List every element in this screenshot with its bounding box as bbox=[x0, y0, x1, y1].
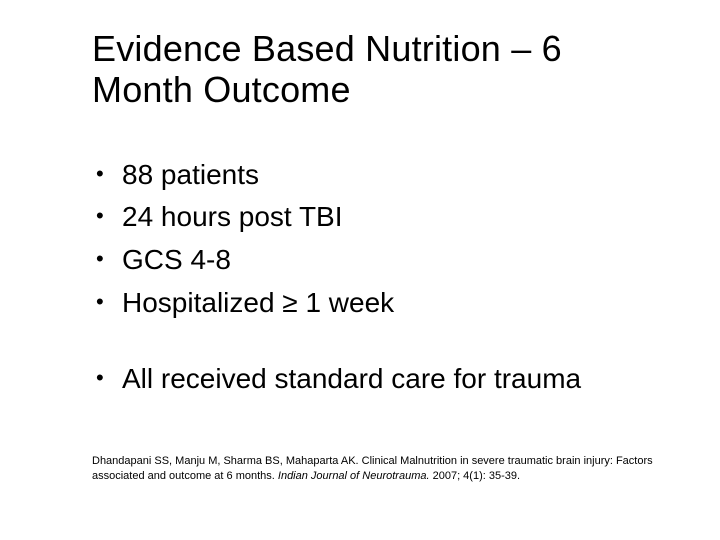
citation-journal: Indian Journal of Neurotrauma. bbox=[278, 470, 430, 482]
bullet-text: Hospitalized ≥ 1 week bbox=[122, 287, 394, 318]
citation-text-after: 2007; 4(1): 35-39. bbox=[430, 470, 521, 482]
spacer bbox=[92, 325, 664, 359]
bullet-text: 88 patients bbox=[122, 159, 259, 190]
bullet-text: All received standard care for trauma bbox=[122, 363, 581, 394]
list-item: GCS 4-8 bbox=[92, 240, 664, 281]
bullet-list-2: All received standard care for trauma bbox=[92, 359, 664, 400]
citation: Dhandapani SS, Manju M, Sharma BS, Mahap… bbox=[92, 454, 664, 484]
list-item: All received standard care for trauma bbox=[92, 359, 664, 400]
list-item: 88 patients bbox=[92, 155, 664, 196]
bullet-text: 24 hours post TBI bbox=[122, 201, 343, 232]
bullet-text: GCS 4-8 bbox=[122, 244, 231, 275]
slide: Evidence Based Nutrition – 6 Month Outco… bbox=[0, 0, 720, 540]
slide-title: Evidence Based Nutrition – 6 Month Outco… bbox=[92, 28, 664, 111]
list-item: Hospitalized ≥ 1 week bbox=[92, 283, 664, 324]
list-item: 24 hours post TBI bbox=[92, 197, 664, 238]
bullet-list-1: 88 patients 24 hours post TBI GCS 4-8 Ho… bbox=[92, 155, 664, 323]
